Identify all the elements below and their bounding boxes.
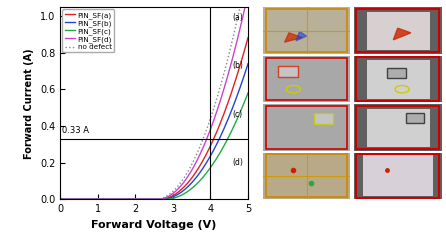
PiN_SF(d) bbox=[58, 198, 63, 201]
PiN_SF(a) bbox=[204, 152, 209, 155]
PiN_SF(c) bbox=[133, 198, 139, 201]
Bar bbox=[363, 155, 433, 196]
PiN_SF(b) bbox=[77, 198, 82, 201]
Text: (b): (b) bbox=[232, 61, 243, 70]
PiN_SF(b) bbox=[204, 161, 209, 164]
Bar bbox=[314, 114, 333, 124]
Line: PiN_SF(b): PiN_SF(b) bbox=[60, 64, 248, 199]
PiN_SF(c) bbox=[204, 171, 209, 174]
PiN_SF(b) bbox=[58, 198, 63, 201]
PiN_SF(c) bbox=[245, 91, 251, 94]
Line: PiN_SF(c): PiN_SF(c) bbox=[60, 93, 248, 199]
Line: PiN_SF(d): PiN_SF(d) bbox=[60, 0, 248, 199]
PiN_SF(a) bbox=[207, 145, 213, 148]
no defect bbox=[207, 118, 213, 121]
PiN_SF(b) bbox=[133, 198, 139, 201]
Legend: PiN_SF(a), PiN_SF(b), PiN_SF(c), PiN_SF(d), no defect: PiN_SF(a), PiN_SF(b), PiN_SF(c), PiN_SF(… bbox=[62, 9, 114, 52]
PiN_SF(a) bbox=[133, 198, 139, 201]
Bar bbox=[367, 109, 430, 147]
Text: (c): (c) bbox=[232, 110, 242, 119]
PiN_SF(a) bbox=[77, 198, 82, 201]
X-axis label: Forward Voltage (V): Forward Voltage (V) bbox=[91, 220, 217, 230]
no defect bbox=[133, 198, 139, 201]
PiN_SF(d) bbox=[207, 129, 213, 132]
PiN_SF(b) bbox=[186, 184, 192, 187]
Bar bbox=[387, 68, 406, 78]
PiN_SF(c) bbox=[186, 189, 192, 192]
Line: no defect: no defect bbox=[60, 0, 248, 199]
PiN_SF(a) bbox=[140, 198, 145, 201]
Bar bbox=[367, 12, 430, 50]
Text: (d): (d) bbox=[232, 158, 243, 167]
PiN_SF(d) bbox=[140, 198, 145, 201]
Text: (a): (a) bbox=[232, 13, 243, 22]
PiN_SF(c) bbox=[140, 198, 145, 201]
no defect bbox=[58, 198, 63, 201]
Polygon shape bbox=[393, 28, 411, 40]
Bar bbox=[278, 66, 298, 77]
PiN_SF(d) bbox=[77, 198, 82, 201]
Y-axis label: Forward Current (A): Forward Current (A) bbox=[25, 48, 34, 158]
PiN_SF(d) bbox=[204, 138, 209, 140]
no defect bbox=[77, 198, 82, 201]
PiN_SF(d) bbox=[186, 173, 192, 176]
PiN_SF(c) bbox=[207, 167, 213, 170]
PiN_SF(a) bbox=[186, 180, 192, 183]
no defect bbox=[140, 198, 145, 201]
Bar bbox=[367, 60, 430, 99]
Line: PiN_SF(a): PiN_SF(a) bbox=[60, 38, 248, 199]
PiN_SF(c) bbox=[58, 198, 63, 201]
PiN_SF(b) bbox=[207, 155, 213, 158]
Polygon shape bbox=[296, 31, 306, 41]
PiN_SF(a) bbox=[58, 198, 63, 201]
PiN_SF(b) bbox=[245, 62, 251, 65]
no defect bbox=[186, 168, 192, 171]
Text: 0.33 A: 0.33 A bbox=[62, 126, 89, 135]
Bar bbox=[406, 114, 424, 123]
PiN_SF(d) bbox=[133, 198, 139, 201]
PiN_SF(c) bbox=[77, 198, 82, 201]
PiN_SF(b) bbox=[140, 198, 145, 201]
PiN_SF(a) bbox=[245, 36, 251, 39]
Polygon shape bbox=[285, 33, 302, 42]
no defect bbox=[204, 128, 209, 131]
